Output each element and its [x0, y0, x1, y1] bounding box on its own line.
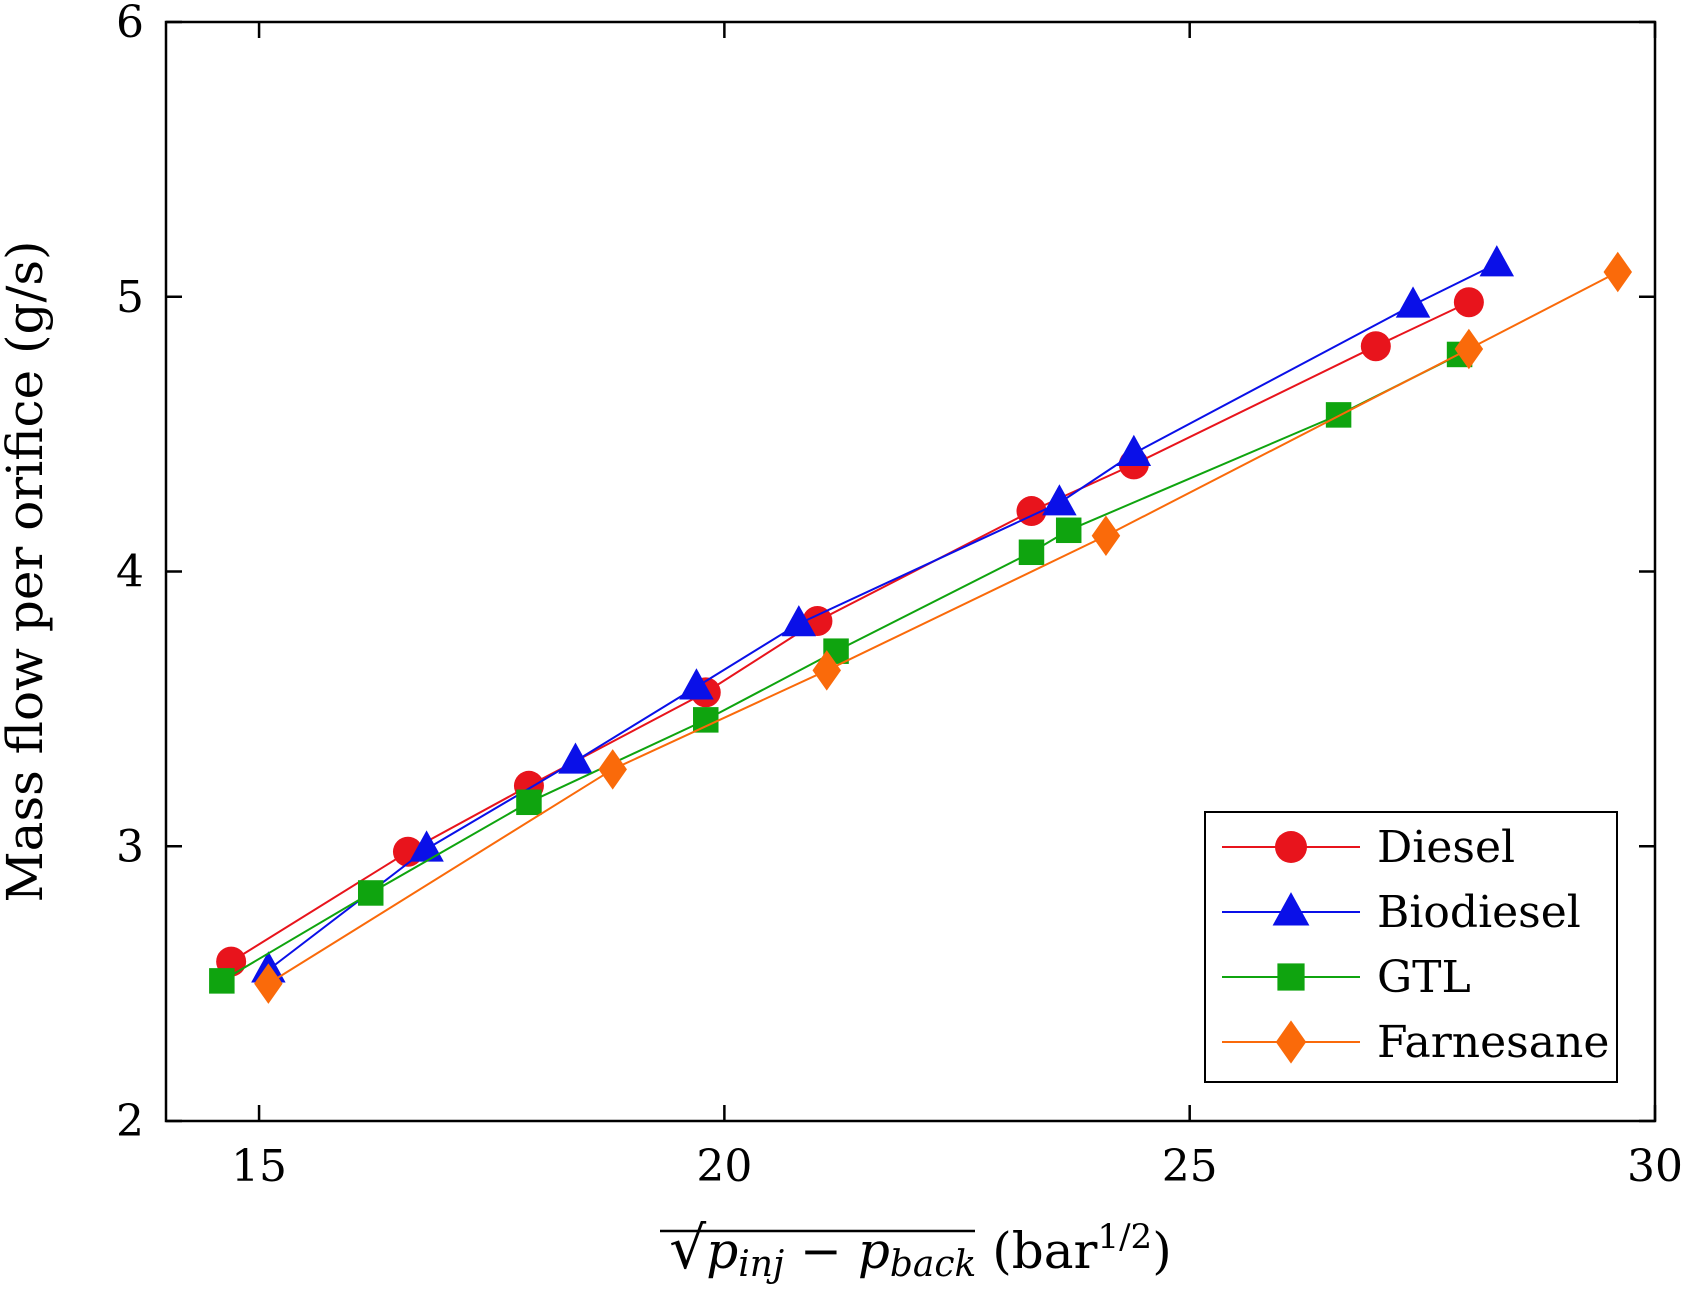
data-point-triangle [1479, 245, 1515, 277]
data-point-circle [1360, 331, 1391, 362]
data-point-square [1055, 517, 1082, 544]
x-axis-label-back-sub: back [890, 1244, 976, 1285]
data-point-diamond [812, 650, 841, 691]
x-axis-label: √pinj − pback (bar1/2) [669, 1214, 1171, 1285]
data-point-triangle [1395, 286, 1431, 318]
data-point-triangle [781, 605, 817, 637]
x-axis-label-sqrt: √ [669, 1214, 706, 1282]
legend-item-gtl: GTL [1222, 952, 1471, 1003]
series-biodiesel [251, 245, 1515, 983]
data-point-triangle [558, 742, 593, 774]
legend-label: GTL [1377, 952, 1471, 1003]
legend-item-diesel: Diesel [1222, 822, 1515, 873]
legend-item-farnesane: Farnesane [1222, 1017, 1609, 1068]
y-tick-label: 6 [116, 0, 144, 48]
data-point-diamond [1091, 515, 1121, 557]
x-axis-label-unit-sup: 1/2 [1097, 1217, 1152, 1257]
legend-label: Diesel [1377, 822, 1515, 873]
y-tick-label: 3 [116, 821, 144, 872]
x-axis-label-inj-sub: inj [738, 1244, 784, 1285]
x-axis-label-unit-open: (bar [976, 1222, 1097, 1280]
y-axis-label: Mass flow per orifice (g/s) [0, 240, 54, 902]
x-tick-label: 25 [1162, 1141, 1218, 1192]
series-line [267, 271, 1619, 985]
legend-item-biodiesel: Biodiesel [1222, 887, 1581, 938]
x-tick-label: 30 [1627, 1141, 1683, 1192]
data-point-diamond [254, 963, 283, 1004]
legend-label: Farnesane [1377, 1017, 1609, 1068]
tick-layer: 15 20 25 30 2 3 4 5 6 [116, 0, 1683, 1192]
data-point-diamond [1603, 251, 1633, 293]
data-point-diamond [1454, 328, 1484, 370]
data-point-square [693, 707, 719, 733]
y-tick-label: 4 [116, 547, 144, 598]
series-gtl [209, 341, 1473, 994]
legend: Diesel Biodiesel GTL Farnesane [1204, 811, 1618, 1083]
series-layer [209, 245, 1633, 1004]
x-tick-label: 20 [696, 1141, 752, 1192]
series-farnesane [254, 251, 1633, 1004]
y-tick-label: 5 [116, 272, 144, 323]
data-point-circle [1453, 287, 1484, 318]
y-tick-label: 2 [116, 1096, 144, 1147]
legend-box [1204, 811, 1618, 1083]
data-point-diamond [598, 749, 627, 790]
data-point-square [1277, 963, 1305, 991]
legend-label: Biodiesel [1377, 887, 1581, 938]
data-point-triangle [1042, 484, 1077, 516]
data-point-circle [1275, 831, 1307, 863]
data-point-square [516, 789, 542, 816]
x-tick-label: 15 [231, 1141, 287, 1192]
data-point-square [209, 968, 235, 994]
data-point-triangle [679, 668, 714, 700]
data-point-diamond [1275, 1020, 1307, 1064]
data-point-square [1018, 539, 1045, 566]
legend-items: Diesel Biodiesel GTL Farnesane [1222, 822, 1609, 1068]
data-point-square [1325, 402, 1352, 428]
data-point-triangle [1272, 892, 1310, 926]
x-axis-label-unit-close: ) [1152, 1222, 1172, 1280]
data-point-triangle [409, 830, 444, 862]
data-point-triangle [1116, 434, 1152, 466]
data-point-square [357, 880, 384, 906]
